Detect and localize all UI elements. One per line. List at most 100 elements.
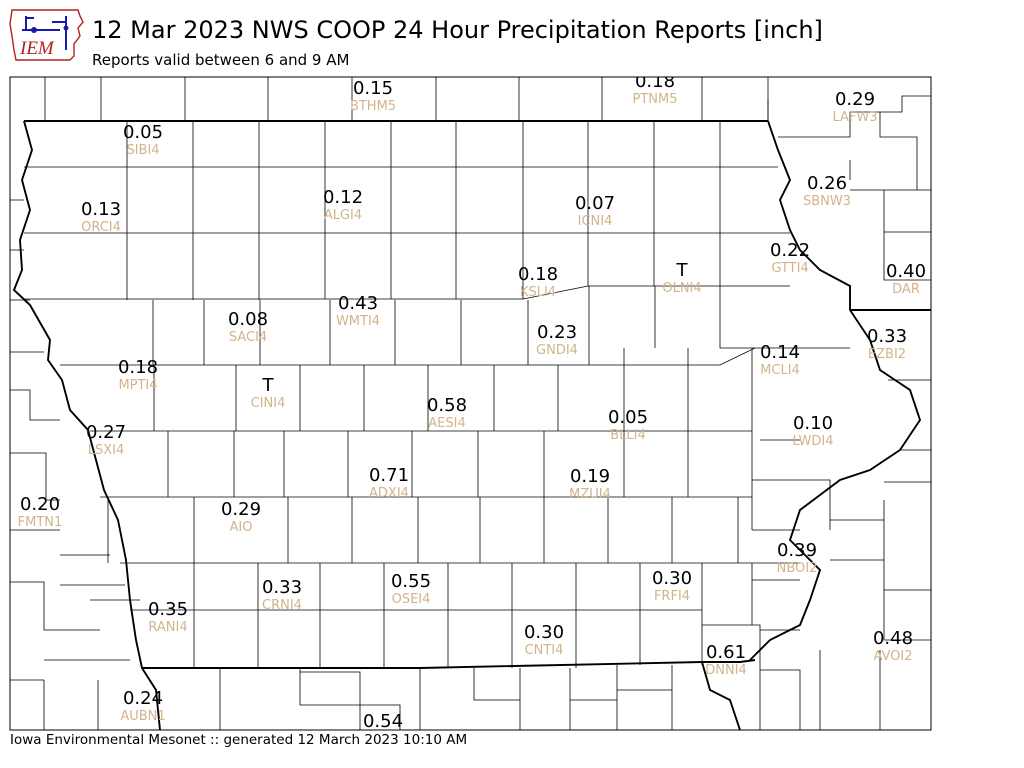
station-id: GNDI4 bbox=[536, 343, 578, 358]
iem-logo: IEM bbox=[9, 9, 84, 61]
iowa-west-border bbox=[12, 120, 161, 730]
precip-value: 0.54 bbox=[363, 711, 403, 732]
precip-value: 0.15 bbox=[353, 78, 393, 99]
station-id: SIBI4 bbox=[126, 143, 159, 158]
precip-value: 0.18 bbox=[518, 264, 558, 285]
station-id: RANI4 bbox=[148, 620, 187, 635]
station-report: 0.54 bbox=[363, 711, 403, 732]
iowa-east-border bbox=[749, 120, 922, 661]
precip-value: 0.29 bbox=[835, 89, 875, 110]
precip-value: 0.61 bbox=[706, 642, 746, 663]
precip-value: 0.07 bbox=[575, 193, 615, 214]
page-title: 12 Mar 2023 NWS COOP 24 Hour Precipitati… bbox=[92, 16, 823, 44]
precip-value: 0.18 bbox=[635, 71, 675, 92]
page-subtitle: Reports valid between 6 and 9 AM bbox=[92, 51, 350, 69]
station-id: ORCI4 bbox=[81, 220, 121, 235]
precip-value: 0.10 bbox=[793, 413, 833, 434]
station-id: ICNI4 bbox=[578, 214, 613, 229]
station-id: WMTI4 bbox=[336, 314, 380, 329]
station-id: DAR bbox=[892, 282, 920, 297]
station-id: CNTI4 bbox=[525, 643, 564, 658]
precip-value: 0.40 bbox=[886, 261, 926, 282]
precip-value: T bbox=[262, 375, 275, 396]
precip-value: 0.08 bbox=[228, 309, 268, 330]
station-id: EZBI2 bbox=[868, 347, 906, 362]
precip-value: 0.18 bbox=[118, 357, 158, 378]
station-id: LAFW3 bbox=[832, 110, 877, 125]
station-id: PTNM5 bbox=[633, 92, 678, 107]
station-id: OSEI4 bbox=[392, 592, 431, 607]
station-id: BLLI4 bbox=[610, 428, 646, 443]
precip-value: 0.55 bbox=[391, 571, 431, 592]
precip-value: 0.14 bbox=[760, 342, 800, 363]
station-id: SBNW3 bbox=[803, 194, 851, 209]
footer-credit: Iowa Environmental Mesonet :: generated … bbox=[10, 732, 468, 748]
missouri-border-east bbox=[701, 661, 741, 730]
precip-value: 0.26 bbox=[807, 173, 847, 194]
station-id: FRFI4 bbox=[654, 589, 690, 604]
precip-value: 0.22 bbox=[770, 240, 810, 261]
precip-value: 0.24 bbox=[123, 688, 163, 709]
station-id: AUBN1 bbox=[120, 709, 165, 724]
precip-value: 0.43 bbox=[338, 293, 378, 314]
precip-value: 0.33 bbox=[262, 577, 302, 598]
precip-value: 0.12 bbox=[323, 187, 363, 208]
precip-value: 0.23 bbox=[537, 322, 577, 343]
station-id: AESI4 bbox=[428, 416, 465, 431]
precip-value: 0.20 bbox=[20, 494, 60, 515]
station-id: DNNI4 bbox=[705, 663, 747, 678]
station-id: CRNI4 bbox=[262, 598, 302, 613]
station-id: BTHM5 bbox=[350, 99, 396, 114]
station-id: CINI4 bbox=[251, 396, 286, 411]
precip-value: 0.35 bbox=[148, 599, 188, 620]
weather-station-icon bbox=[22, 16, 67, 50]
station-id: NBOI2 bbox=[777, 561, 818, 576]
precip-value: 0.71 bbox=[369, 465, 409, 486]
station-id: ALGI4 bbox=[324, 208, 362, 223]
station-id: LWDI4 bbox=[792, 434, 833, 449]
precip-value: 0.29 bbox=[221, 499, 261, 520]
state-borders bbox=[12, 120, 931, 730]
map-frame bbox=[9, 76, 932, 731]
station-id: GTTI4 bbox=[771, 261, 808, 276]
station-id: ADXI4 bbox=[369, 486, 409, 501]
station-id: AVOI2 bbox=[873, 649, 912, 664]
precip-value: 0.48 bbox=[873, 628, 913, 649]
logo-text: IEM bbox=[19, 38, 55, 59]
county-borders bbox=[10, 77, 931, 730]
precip-value: 0.30 bbox=[524, 622, 564, 643]
precip-value: 0.27 bbox=[86, 422, 126, 443]
precip-value: 0.05 bbox=[608, 407, 648, 428]
station-id: FMTN1 bbox=[18, 515, 63, 530]
